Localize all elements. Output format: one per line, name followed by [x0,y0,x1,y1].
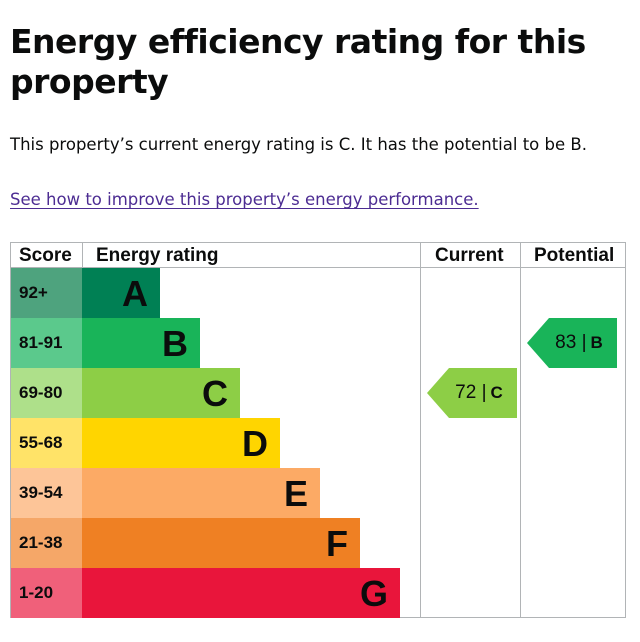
arrow-shape [527,318,617,368]
current-rating-label: 72 | C [445,368,513,418]
band-letter: D [242,423,268,464]
rating-separator: | [581,332,587,353]
band-letter: C [202,373,228,414]
band-bar-g: G [82,568,400,618]
potential-rating-label: 83 | B [545,318,613,368]
band-bar-c: C [82,368,240,418]
column-divider [520,243,521,617]
band-bar-f: F [82,518,360,568]
arrow-shape [427,368,517,418]
improve-energy-performance-link[interactable]: See how to improve this property’s energ… [10,190,479,209]
band-score-cell: 21-38 [11,518,82,568]
current-rating-value: 72 [455,382,477,403]
potential-column-header: Potential [534,245,615,266]
header-divider [11,267,625,268]
band-bar-e: E [82,468,320,518]
current-rating-arrow: 72 | C [427,368,517,418]
score-column-header: Score [19,245,72,266]
band-score-cell: 92+ [11,268,82,318]
potential-rating-letter: B [590,333,603,352]
rating-summary: This property’s current energy rating is… [10,135,587,154]
band-score-cell: 69-80 [11,368,82,418]
potential-rating-value: 83 [555,332,577,353]
band-bar-d: D [82,418,280,468]
band-bar-a: A [82,268,160,318]
band-letter: A [122,273,148,314]
current-column-header: Current [435,245,504,266]
band-letter: B [162,323,188,364]
band-letter: E [283,473,308,514]
band-letter: G [359,573,388,614]
band-score-cell: 55-68 [11,418,82,468]
band-score-cell: 1-20 [11,568,82,618]
band-score-cell: 39-54 [11,468,82,518]
band-letter: F [326,523,348,564]
column-divider [420,243,421,617]
rating-separator: | [481,382,487,403]
energy-rating-column-header: Energy rating [96,245,219,266]
current-rating-letter: C [490,383,503,402]
energy-rating-chart: Score Energy rating Current Potential 92… [10,242,626,618]
band-score-cell: 81-91 [11,318,82,368]
band-bar-b: B [82,318,200,368]
potential-rating-arrow: 83 | B [527,318,617,368]
page-title: Energy efficiency rating for this proper… [10,22,586,101]
